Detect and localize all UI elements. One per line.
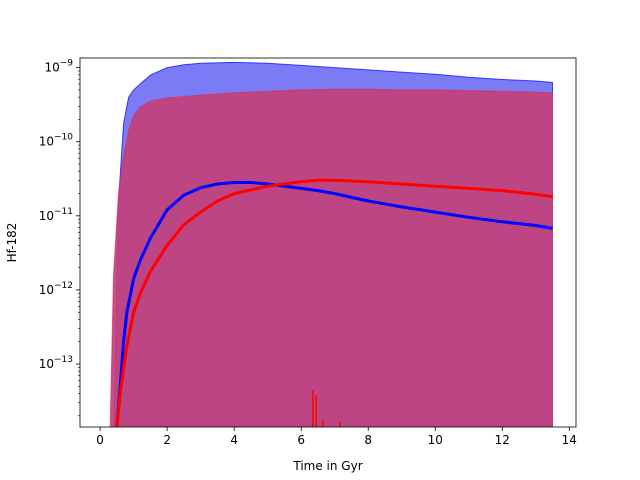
y-tick-label: 10−12 (39, 281, 73, 297)
x-tick-label: 10 (428, 433, 443, 447)
red-band-area (109, 88, 553, 427)
blue-series-line (115, 181, 553, 427)
x-tick-label: 4 (230, 433, 238, 447)
plot-frame (79, 57, 577, 428)
x-tick-label: 0 (96, 433, 104, 447)
y-axis: 10−13 10−12 10−11 10−10 10−9 (39, 59, 80, 417)
x-tick-label: 12 (495, 433, 510, 447)
y-tick-label: 10−10 (39, 133, 74, 149)
x-axis: 0 2 4 6 8 10 12 14 (96, 427, 577, 447)
x-tick-label: 2 (163, 433, 171, 447)
plot-area (109, 61, 553, 427)
x-tick-label: 6 (297, 433, 305, 447)
x-tick-label: 8 (364, 433, 372, 447)
x-tick-label: 14 (562, 433, 577, 447)
y-axis-label: Hf-182 (5, 223, 19, 263)
y-tick-label: 10−13 (39, 355, 73, 371)
y-tick-label: 10−11 (39, 207, 73, 223)
y-tick-label: 10−9 (44, 59, 73, 75)
x-axis-label: Time in Gyr (292, 459, 362, 473)
red-series-line (115, 178, 553, 427)
